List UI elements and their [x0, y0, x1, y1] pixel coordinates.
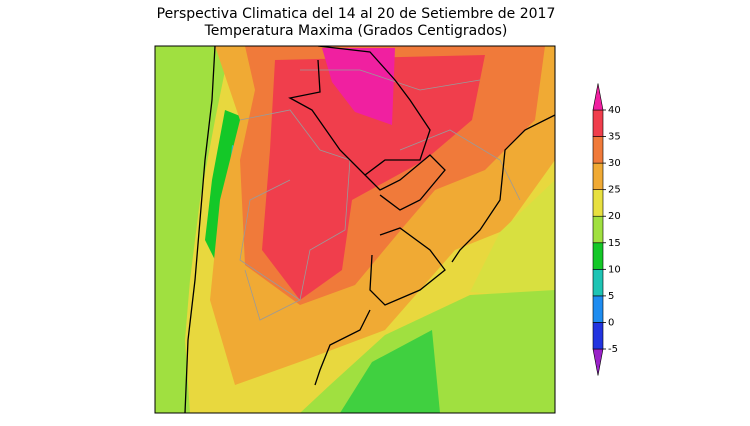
colorbar-tick-label: -5: [608, 344, 618, 355]
colorbar-end: [592, 348, 604, 376]
colorbar-tick-label: 25: [608, 185, 621, 196]
colorbar-tick-label: 15: [608, 238, 621, 249]
colorbar-segment: [592, 322, 604, 350]
colorbar-end: [592, 83, 604, 111]
subtitle: Temperatura Maxima (Grados Centigrados): [204, 23, 508, 39]
colorbar-tick-label: 0: [608, 317, 614, 328]
colorbar-tick-label: 20: [608, 211, 621, 222]
colorbar-segment: [592, 162, 604, 190]
colorbar-tick-label: 40: [608, 105, 621, 116]
colorbar-segment: [592, 295, 604, 323]
colorbar-tick-label: 35: [608, 132, 621, 143]
colorbar-tick-label: 5: [608, 291, 614, 302]
colorbar-segment: [592, 269, 604, 297]
colorbar-segment: [592, 215, 604, 244]
colorbar-tick-label: 10: [608, 264, 621, 275]
colorbar-segment: [592, 189, 604, 217]
colorbar-segment: [592, 136, 604, 164]
title: Perspectiva Climatica del 14 al 20 de Se…: [157, 6, 556, 22]
colorbar: -5 0 5 10 15 20 25 30 35 40: [592, 83, 621, 376]
colorbar-segment: [592, 109, 604, 137]
colorbar-tick-label: 30: [608, 158, 621, 169]
map: [154, 45, 556, 414]
colorbar-segment: [592, 242, 604, 270]
